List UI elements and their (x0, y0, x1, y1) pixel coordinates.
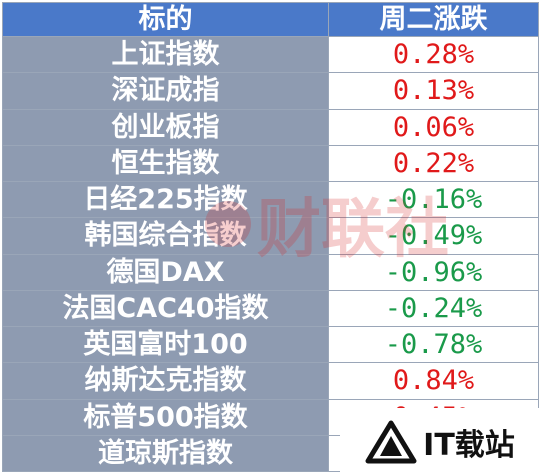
table-row: 深证成指 0.13% (2, 72, 539, 110)
change-value: -0.49% (328, 217, 539, 255)
change-value: -0.78% (328, 325, 539, 364)
table-row: 创业板指 0.06% (2, 108, 539, 146)
header-tuesday-change: 周二涨跌 (328, 2, 539, 37)
asset-name: 创业板指 (2, 108, 329, 146)
asset-name: 标普500指数 (2, 398, 329, 436)
change-value: 0.13% (328, 72, 539, 110)
asset-name: 道琼斯指数 (2, 434, 329, 473)
change-value: -0.16% (328, 180, 539, 219)
logo-text: IT载站 (423, 427, 515, 463)
asset-name: 深证成指 (2, 72, 329, 110)
header-asset: 标的 (2, 2, 329, 37)
table-row: 上证指数 0.28% (2, 35, 539, 74)
asset-name: 韩国综合指数 (2, 217, 329, 255)
change-value: 0.06% (328, 108, 539, 146)
table-row: 韩国综合指数 -0.49% (2, 217, 539, 255)
change-value: 0.28% (328, 35, 539, 74)
table-row: 法国CAC40指数 -0.24% (2, 289, 539, 328)
change-value: -0.24% (328, 289, 539, 328)
table-row: 日经225指数 -0.16% (2, 180, 539, 219)
table-header-row: 标的 周二涨跌 (2, 2, 539, 37)
change-value: 0.22% (328, 144, 539, 183)
asset-name: 英国富时100 (2, 325, 329, 364)
change-value: 0.84% (328, 362, 539, 400)
table-row: 恒生指数 0.22% (2, 144, 539, 183)
asset-name: 恒生指数 (2, 144, 329, 183)
asset-name: 法国CAC40指数 (2, 289, 329, 328)
table-row: 德国DAX -0.96% (2, 253, 539, 291)
asset-name: 纳斯达克指数 (2, 362, 329, 400)
asset-name: 德国DAX (2, 253, 329, 291)
table-row: 英国富时100 -0.78% (2, 325, 539, 364)
triangle-logo-icon (365, 420, 417, 463)
table-row: 纳斯达克指数 0.84% (2, 362, 539, 400)
asset-name: 上证指数 (2, 35, 329, 74)
site-logo: IT载站 (340, 408, 540, 475)
asset-name: 日经225指数 (2, 180, 329, 219)
change-value: -0.96% (328, 253, 539, 291)
